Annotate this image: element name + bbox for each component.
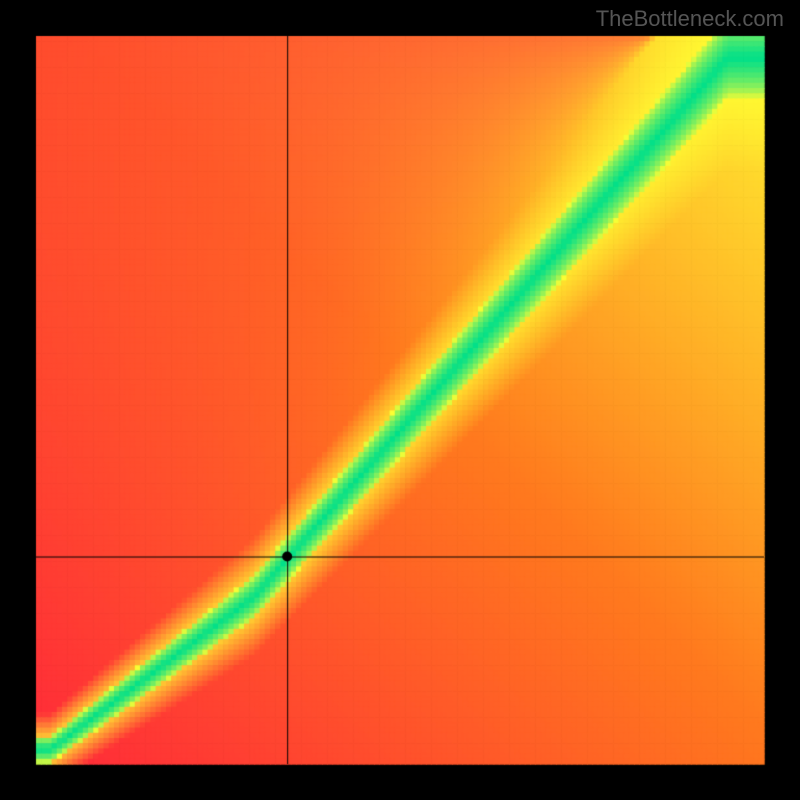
bottleneck-heatmap xyxy=(0,0,800,800)
chart-container: TheBottleneck.com xyxy=(0,0,800,800)
watermark-text: TheBottleneck.com xyxy=(596,6,784,32)
